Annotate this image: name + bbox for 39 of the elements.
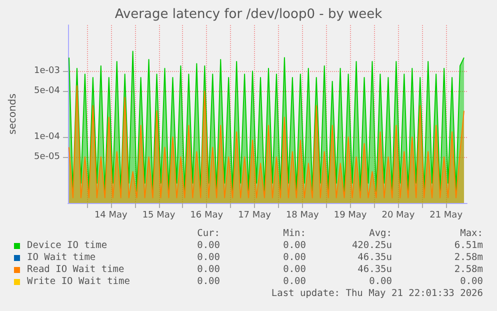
text: 2.58m xyxy=(454,252,483,263)
text: 0.00 xyxy=(197,276,220,287)
text: Last update: Thu May 21 22:01:33 2026 xyxy=(271,288,483,299)
text: 0.00 xyxy=(197,240,220,251)
x-tick-label: 20 May xyxy=(382,210,416,220)
y-tick-label: 1e-03 xyxy=(34,66,60,76)
text: 6.51m xyxy=(454,240,483,251)
x-tick-label: 16 May xyxy=(190,210,224,220)
text: Min: xyxy=(283,228,306,239)
y-tick-label: 1e-04 xyxy=(34,132,60,142)
text: Cur: xyxy=(197,228,220,239)
text: Max: xyxy=(460,228,483,239)
x-tick-label: 15 May xyxy=(142,210,176,220)
x-tick-label: 21 May xyxy=(430,210,464,220)
text: 0.00 xyxy=(460,276,483,287)
text: 46.35u xyxy=(358,264,392,275)
legend-label: IO Wait time xyxy=(27,252,96,263)
text: 0.00 xyxy=(369,276,392,287)
y-tick-label: 5e-05 xyxy=(34,152,60,162)
y-tick-label: 5e-04 xyxy=(34,86,60,96)
text: Avg: xyxy=(369,228,392,239)
text: 0.00 xyxy=(283,252,306,263)
legend-label: Device IO time xyxy=(27,240,108,251)
x-tick-label: 14 May xyxy=(94,210,128,220)
text: 0.00 xyxy=(283,276,306,287)
text: 46.35u xyxy=(358,252,392,263)
chart-title: Average latency for /dev/loop0 - by week xyxy=(114,7,383,22)
text: 420.25u xyxy=(352,240,392,251)
text: 0.00 xyxy=(197,252,220,263)
text: 0.00 xyxy=(283,264,306,275)
legend-label: Read IO Wait time xyxy=(27,264,124,275)
x-tick-label: 18 May xyxy=(286,210,320,220)
text: 0.00 xyxy=(197,264,220,275)
x-tick-label: 17 May xyxy=(238,210,272,220)
x-tick-label: 19 May xyxy=(334,210,368,220)
text: 2.58m xyxy=(454,264,483,275)
y-axis-title: seconds xyxy=(8,94,18,134)
text: 0.00 xyxy=(283,240,306,251)
legend-label: Write IO Wait time xyxy=(27,276,130,287)
